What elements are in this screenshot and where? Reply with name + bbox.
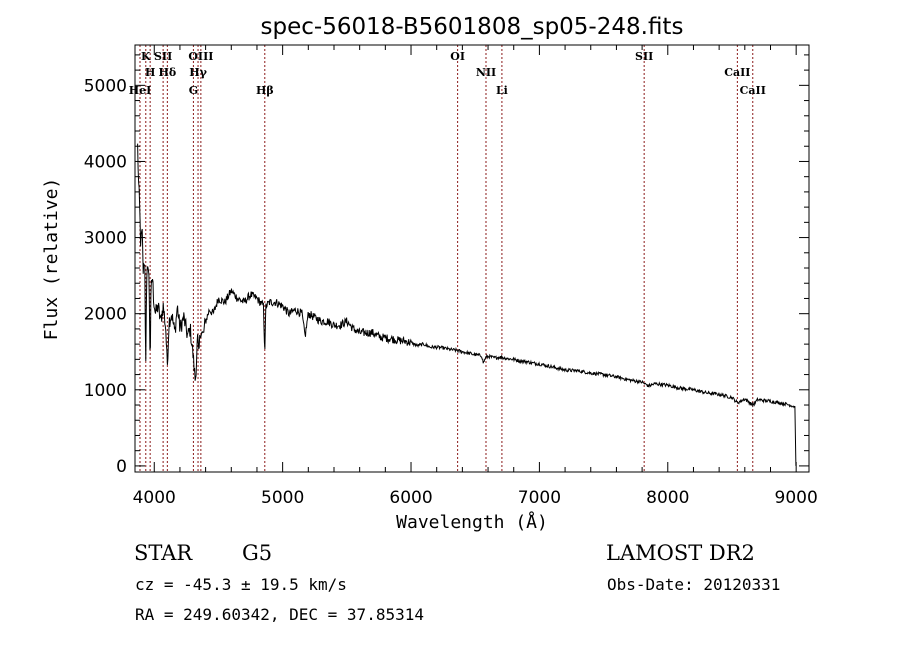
x-tick-label: 4000 xyxy=(133,488,176,508)
obs-date: Obs-Date: 20120331 xyxy=(607,575,780,594)
y-tick-label: 4000 xyxy=(84,152,127,172)
coordinates: RA = 249.60342, DEC = 37.85314 xyxy=(135,605,424,624)
x-tick-label: 6000 xyxy=(389,488,432,508)
y-tick-label: 3000 xyxy=(84,229,127,249)
chart-title: spec-56018-B5601808_sp05-248.fits xyxy=(261,14,684,40)
line-marker-label: OIII xyxy=(188,50,213,63)
x-tick-label: 9000 xyxy=(775,488,818,508)
x-tick-label: 8000 xyxy=(646,488,689,508)
x-axis-ticks: 4000 5000 6000 7000 8000 9000 xyxy=(133,45,818,508)
y-axis-ticks: 0 1000 2000 3000 4000 5000 xyxy=(84,54,809,477)
plot-frame xyxy=(134,44,810,473)
y-tick-label: 1000 xyxy=(84,381,127,401)
line-marker-label: G xyxy=(189,84,198,97)
line-marker-label: Hδ xyxy=(158,66,176,79)
line-marker-label: SII xyxy=(635,50,653,63)
subclass: G5 xyxy=(242,541,272,565)
x-tick-label: 5000 xyxy=(261,488,304,508)
y-tick-label: 0 xyxy=(116,457,127,477)
line-marker-label: CaII xyxy=(724,66,750,79)
y-axis-label: Flux (relative) xyxy=(41,178,62,341)
x-tick-label: 7000 xyxy=(518,488,561,508)
x-axis-label: Wavelength (Å) xyxy=(396,511,548,533)
line-marker-label: H xyxy=(145,66,155,79)
line-marker-label: CaII xyxy=(740,84,766,97)
y-tick-label: 2000 xyxy=(84,305,127,325)
survey-name: LAMOST DR2 xyxy=(606,541,755,565)
redshift-cz: cz = -45.3 ± 19.5 km/s xyxy=(135,575,347,594)
line-marker-label: SII xyxy=(154,50,172,63)
line-marker-label: Li xyxy=(496,84,508,97)
line-marker-label: Hβ xyxy=(256,84,274,97)
object-type: STAR xyxy=(134,541,193,565)
spectrum-line xyxy=(137,143,797,466)
spectral-line-markers xyxy=(139,45,754,472)
line-marker-label: K xyxy=(141,50,151,63)
line-marker-label: OI xyxy=(450,50,465,63)
line-marker-label: Hγ xyxy=(189,66,207,79)
line-marker-label: NII xyxy=(476,66,496,79)
line-marker-label: HeI xyxy=(129,84,152,97)
y-tick-label: 5000 xyxy=(84,76,127,96)
